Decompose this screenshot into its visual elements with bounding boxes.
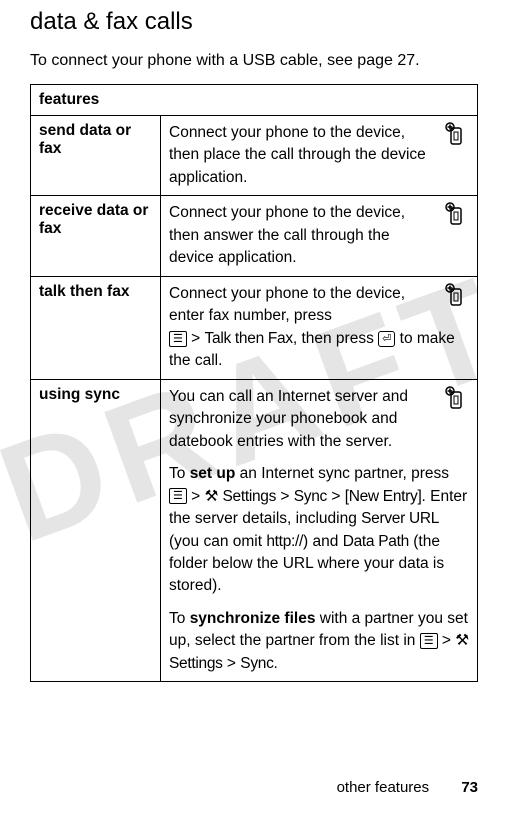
optional-feature-icon: [443, 202, 469, 226]
menu-sync: Sync: [294, 488, 327, 505]
http-text: http://: [266, 533, 303, 550]
sync-p2-bold: set up: [190, 465, 236, 482]
row-desc-send-data: Connect your phone to the device, then p…: [161, 116, 478, 196]
page-content: data & fax calls To connect your phone w…: [0, 0, 508, 682]
page-number: 73: [461, 779, 478, 796]
tools-icon: ⚒: [455, 632, 469, 649]
sync-p3a: To: [169, 610, 190, 627]
optional-feature-icon: [443, 386, 469, 410]
sync-p2b: an Internet sync partner, press: [235, 465, 449, 482]
menu-new-entry: [New Entry]: [345, 488, 422, 505]
table-row: receive data or fax Connect your phone t…: [31, 196, 478, 276]
menu-key-icon: ☰: [169, 488, 187, 504]
sync-p2a: To: [169, 465, 190, 482]
sync-p2d: (you can omit: [169, 533, 266, 550]
row-label-receive-data: receive data or fax: [31, 196, 161, 276]
desc-text-1: Connect your phone to the device, enter …: [169, 285, 405, 324]
desc-text: Connect your phone to the device, then a…: [169, 204, 405, 266]
row-desc-talk-then-fax: Connect your phone to the device, enter …: [161, 276, 478, 379]
menu-path-talk-then-fax: Talk then Fax: [205, 330, 293, 347]
table-row: talk then fax Connect your phone to the …: [31, 276, 478, 379]
sync-p2e: ) and: [303, 533, 343, 550]
table-header-row: features: [31, 85, 478, 116]
server-url: Server URL: [361, 510, 439, 527]
page-title: data & fax calls: [30, 8, 478, 36]
send-key-icon: ⏎: [378, 331, 395, 347]
page-footer: other features 73: [337, 779, 478, 796]
menu-key-icon: ☰: [420, 633, 438, 649]
optional-feature-icon: [443, 283, 469, 307]
row-label-talk-then-fax: talk then fax: [31, 276, 161, 379]
menu-key-icon: ☰: [169, 331, 187, 347]
data-path: Data Path: [343, 533, 409, 550]
table-row: using sync You can call an Internet serv…: [31, 379, 478, 682]
menu-settings: Settings: [222, 488, 276, 505]
features-table: features send data or fax Connect your p…: [30, 84, 478, 682]
row-label-send-data: send data or fax: [31, 116, 161, 196]
tools-icon: ⚒: [205, 488, 219, 505]
sync-p1: You can call an Internet server and sync…: [169, 388, 408, 450]
sync-p3-bold: synchronize files: [190, 610, 316, 627]
menu-sync-2: Sync: [240, 655, 273, 672]
footer-label: other features: [337, 779, 430, 796]
optional-feature-icon: [443, 122, 469, 146]
table-row: send data or fax Connect your phone to t…: [31, 116, 478, 196]
row-label-using-sync: using sync: [31, 379, 161, 682]
table-header: features: [31, 85, 478, 116]
menu-settings-2: Settings: [169, 655, 223, 672]
desc-text-2: , then press: [293, 330, 378, 347]
row-desc-using-sync: You can call an Internet server and sync…: [161, 379, 478, 682]
intro-text: To connect your phone with a USB cable, …: [30, 52, 478, 70]
desc-text: Connect your phone to the device, then p…: [169, 124, 426, 186]
row-desc-receive-data: Connect your phone to the device, then a…: [161, 196, 478, 276]
